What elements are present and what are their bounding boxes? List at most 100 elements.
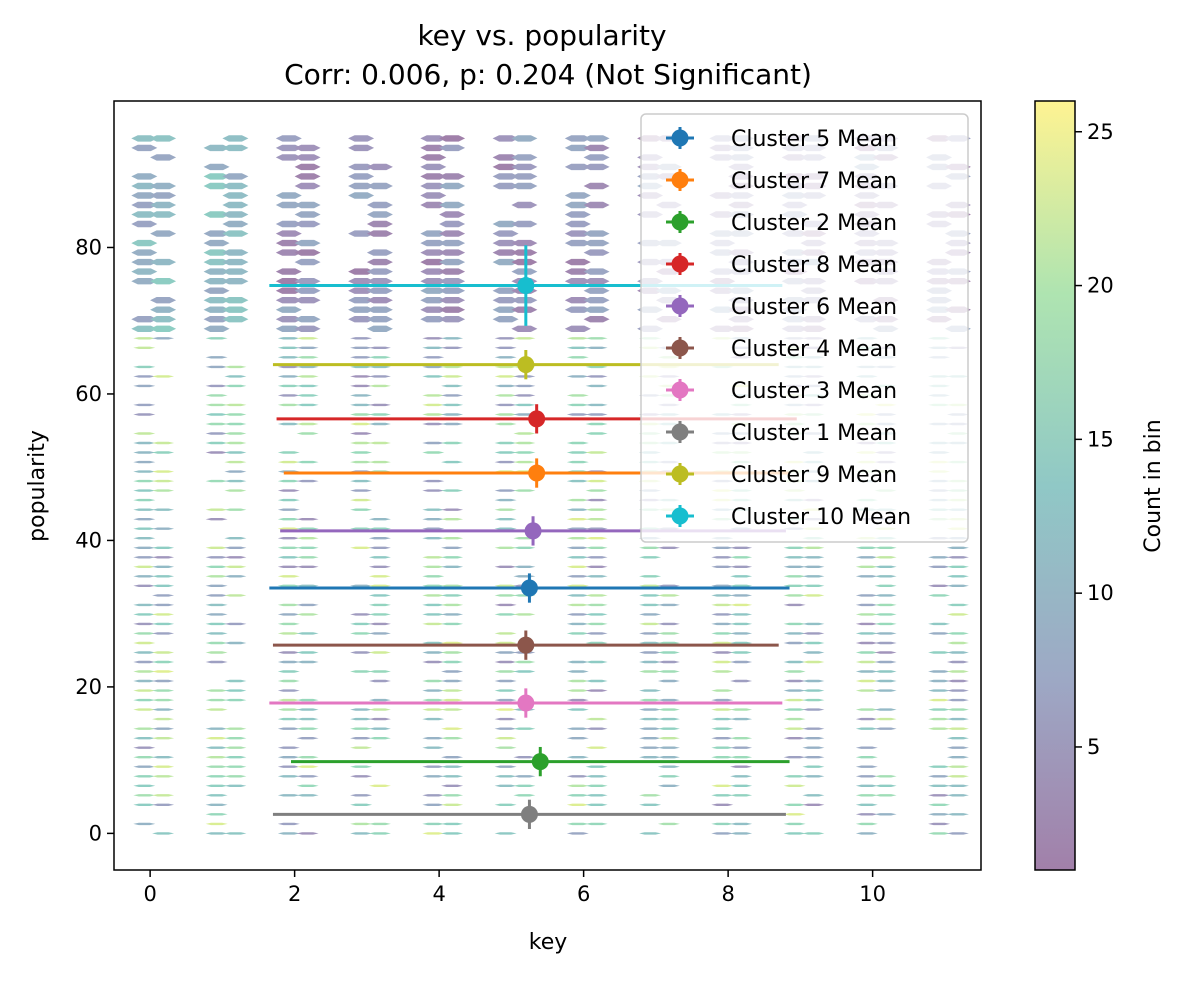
hexbin-cell: [946, 737, 969, 740]
hexbin-cell: [494, 365, 517, 369]
hexbin-cell: [441, 613, 464, 616]
hexbin-cell: [131, 144, 158, 152]
hexbin-cell: [368, 441, 391, 445]
hexbin-cell: [928, 803, 951, 806]
hexbin-cell: [296, 337, 319, 340]
hexbin-cell: [928, 813, 951, 816]
hexbin-cell: [492, 316, 519, 323]
hexbin-cell: [420, 201, 447, 209]
hexbin-cell: [222, 144, 249, 152]
hexbin-cell: [296, 527, 319, 530]
hexbin-cell: [133, 508, 156, 511]
hexbin-cell: [711, 584, 734, 587]
hexbin-cell: [711, 622, 734, 626]
hexbin-cell: [368, 832, 391, 835]
hexbin-cell: [566, 727, 589, 730]
hexbin-cell: [203, 258, 230, 266]
hexbin-cell: [657, 546, 680, 549]
hexbin-cell: [205, 556, 228, 559]
hexbin-cell: [131, 220, 158, 228]
hexbin-cell: [294, 182, 321, 190]
hexbin-cell: [657, 679, 680, 683]
hexbin-cell: [441, 537, 464, 540]
hexbin-cell: [657, 765, 680, 768]
hexbin-cell: [802, 679, 825, 683]
hexbin-cell: [350, 546, 373, 549]
hexbin-cell: [222, 220, 249, 228]
hexbin-cell: [946, 670, 969, 673]
hexbin-cell: [441, 460, 464, 464]
hexbin-cell: [583, 201, 610, 209]
hexbin-cell: [368, 527, 391, 530]
hexbin-cell: [133, 679, 156, 683]
hexbin-cell: [946, 727, 969, 730]
hexbin-cell: [152, 470, 175, 473]
hexbin-cell: [513, 784, 536, 787]
hexbin-cell: [439, 144, 466, 152]
hexbin-cell: [152, 613, 175, 616]
hexbin-cell: [422, 765, 445, 768]
hexbin-cell: [205, 575, 228, 578]
hexbin-cell: [277, 832, 300, 835]
hexbin-cell: [494, 613, 517, 616]
hexbin-cell: [855, 670, 878, 673]
hexbin-cell: [583, 163, 610, 171]
hexbin-cell: [439, 316, 466, 323]
hexbin-cell: [150, 201, 177, 209]
hexbin-cell: [152, 527, 175, 530]
hexbin-cell: [205, 508, 228, 511]
hexbin-cell: [368, 546, 391, 549]
hexbin-cell: [277, 460, 300, 464]
hexbin-cell: [492, 173, 519, 180]
hexbin-cell: [296, 518, 319, 521]
hexbin-cell: [296, 632, 319, 635]
hexbin-cell: [422, 356, 445, 359]
hexbin-cell: [585, 622, 608, 626]
hexbin-cell: [564, 325, 591, 332]
hexbin-cell: [874, 670, 897, 673]
hexbin-cell: [783, 556, 806, 559]
colorbar-label: Count in bin: [1141, 419, 1166, 552]
hexbin-cell: [802, 632, 825, 635]
hexbin-cell: [494, 518, 517, 521]
hexbin-cell: [566, 613, 589, 616]
hexbin-cell: [639, 651, 662, 654]
hexbin-cell: [368, 537, 391, 540]
hexbin-cell: [585, 603, 608, 607]
hexbin-cell: [366, 249, 393, 256]
hexbin-cell: [711, 546, 734, 549]
hexbin-cell: [277, 765, 300, 768]
hexbin-cell: [296, 613, 319, 616]
hexbin-cell: [585, 565, 608, 568]
hexbin-cell: [928, 727, 951, 730]
hexbin-cell: [368, 679, 391, 683]
hexbin-cell: [368, 413, 391, 416]
x-tick-label: 0: [143, 882, 156, 906]
hexbin-cell: [566, 737, 589, 740]
hexbin-cell: [783, 584, 806, 587]
hexbin-cell: [277, 584, 300, 587]
hexbin-cell: [224, 727, 247, 730]
hexbin-cell: [224, 575, 247, 578]
hexbin-cell: [802, 756, 825, 759]
hexbin-cell: [350, 727, 373, 730]
hexbin-cell: [566, 375, 589, 378]
hexbin-cell: [494, 717, 517, 721]
hexbin-cell: [783, 698, 806, 702]
hexbin-cell: [855, 546, 878, 549]
hexbin-cell: [277, 356, 300, 359]
hexbin-cell: [802, 832, 825, 835]
hexbin-cell: [203, 268, 230, 275]
hexbin-cell: [874, 794, 897, 797]
hexbin-cell: [203, 287, 230, 294]
hexbin-cell: [294, 163, 321, 171]
hexbin-cell: [564, 239, 591, 247]
hexbin-cell: [730, 717, 753, 721]
hexbin-cell: [224, 746, 247, 749]
hexbin-cell: [566, 670, 589, 673]
hexbin-cell: [420, 278, 447, 285]
hexbin-cell: [583, 144, 610, 152]
hexbin-cell: [296, 794, 319, 797]
hexbin-cell: [222, 268, 249, 275]
hexbin-cell: [441, 413, 464, 416]
